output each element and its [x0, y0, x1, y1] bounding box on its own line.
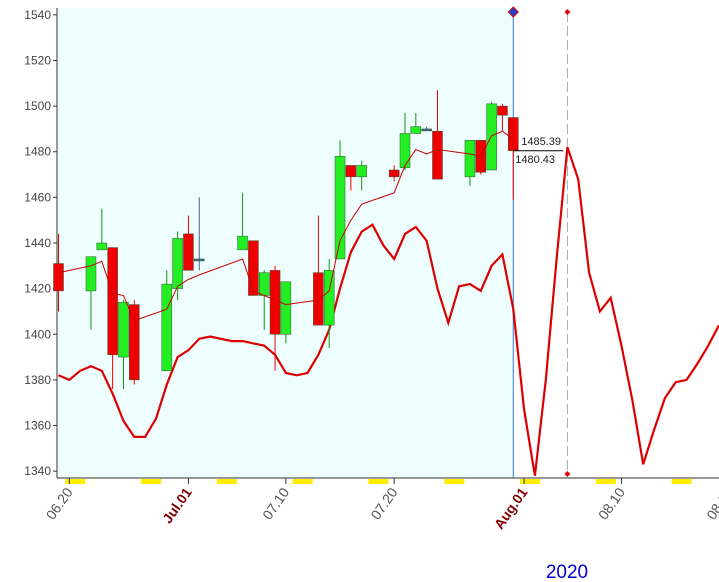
candle-body — [497, 105, 508, 116]
candle-body — [118, 302, 129, 358]
marker-diamond — [507, 6, 519, 18]
candle-body — [356, 165, 367, 178]
candle-body — [107, 247, 118, 356]
candle-body — [53, 263, 64, 292]
weekend-marker — [671, 479, 692, 484]
y-tick-label: 1420 — [24, 282, 51, 296]
weekend-marker — [141, 479, 162, 484]
candle-body — [388, 169, 400, 178]
candle-body — [269, 270, 281, 335]
history-background — [57, 8, 514, 478]
candle-body — [313, 272, 324, 326]
y-tick-label: 1340 — [24, 464, 51, 478]
annotation-label: 1480.43 — [515, 154, 555, 166]
marker-diamond — [564, 9, 571, 15]
y-tick-label: 1540 — [24, 8, 51, 22]
marker-diamond — [564, 471, 571, 477]
weekend-marker — [444, 479, 465, 484]
candle-body — [410, 126, 422, 134]
candle-body — [280, 281, 292, 335]
weekend-marker — [595, 479, 616, 484]
candle-body — [432, 130, 443, 180]
y-tick-label: 1520 — [24, 53, 51, 67]
candle-body — [85, 256, 97, 292]
candle-body — [399, 133, 411, 168]
y-tick-label: 1380 — [24, 373, 51, 387]
candle-body — [508, 117, 519, 152]
candle-body — [172, 238, 183, 289]
candle-body — [486, 103, 497, 171]
candle-body — [334, 156, 346, 260]
weekend-marker — [65, 479, 86, 484]
candle-body — [323, 270, 335, 326]
candle-body — [129, 304, 140, 381]
y-tick-label: 1480 — [24, 145, 51, 159]
y-tick-label: 1440 — [24, 236, 51, 250]
y-tick-label: 1460 — [24, 190, 51, 204]
y-tick-label: 1500 — [24, 99, 51, 113]
candle-body — [194, 258, 205, 262]
weekend-marker — [368, 479, 389, 484]
candle-body — [161, 283, 173, 372]
candle-body — [258, 272, 270, 296]
candle-body — [421, 128, 432, 132]
weekend-marker — [216, 479, 237, 484]
annotation-label: 1485.39 — [521, 136, 561, 148]
candle-body — [248, 240, 259, 296]
candle-body — [183, 233, 194, 271]
candle-body — [345, 165, 357, 178]
y-tick-label: 1360 — [24, 419, 51, 433]
forecast-line — [58, 146, 719, 476]
candle-body — [464, 140, 476, 178]
weekend-marker — [292, 479, 313, 484]
y-tick-label: 1400 — [24, 327, 51, 341]
candle-body — [237, 235, 248, 251]
weekend-marker — [520, 479, 541, 484]
candle-body — [96, 242, 108, 251]
moving-average-line — [58, 130, 514, 322]
year-label: 2020 — [546, 562, 588, 582]
